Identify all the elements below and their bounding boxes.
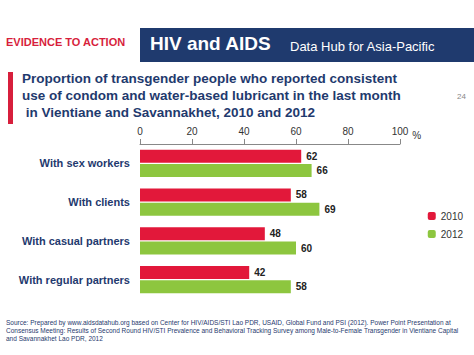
svg-text:With clients: With clients — [68, 196, 130, 208]
svg-text:Data Hub for Asia-Pacific: Data Hub for Asia-Pacific — [290, 39, 435, 54]
svg-text:69: 69 — [324, 204, 336, 215]
svg-text:48: 48 — [270, 228, 282, 239]
svg-text:With sex workers: With sex workers — [40, 157, 130, 169]
svg-text:58: 58 — [296, 189, 308, 200]
svg-text:20: 20 — [186, 126, 198, 137]
svg-text:62: 62 — [306, 151, 318, 162]
svg-text:66: 66 — [317, 165, 329, 176]
svg-text:24: 24 — [457, 92, 466, 101]
svg-text:%: % — [412, 130, 421, 141]
svg-text:2010: 2010 — [441, 211, 464, 222]
svg-text:100: 100 — [392, 126, 409, 137]
svg-text:use of condom and water-based: use of condom and water-based lubricant … — [22, 88, 401, 103]
svg-text:80: 80 — [342, 126, 354, 137]
svg-text:in Vientiane and Savannakhet,: in Vientiane and Savannakhet, 2010 and 2… — [22, 105, 315, 120]
svg-text:58: 58 — [296, 281, 308, 292]
svg-text:EVIDENCE TO ACTION: EVIDENCE TO ACTION — [6, 36, 125, 48]
svg-text:40: 40 — [238, 126, 250, 137]
svg-text:and Savannakhet Lao PDR, 2012: and Savannakhet Lao PDR, 2012 — [6, 335, 103, 342]
svg-text:60: 60 — [301, 243, 313, 254]
svg-text:60: 60 — [290, 126, 302, 137]
svg-text:With casual partners: With casual partners — [22, 235, 130, 247]
svg-text:Source: Prepared by www.aidsda: Source: Prepared by www.aidsdatahub.org … — [6, 319, 453, 327]
svg-text:With regular partners: With regular partners — [19, 274, 130, 286]
svg-text:42: 42 — [254, 267, 266, 278]
svg-text:2012: 2012 — [441, 229, 464, 240]
svg-text:0: 0 — [137, 126, 143, 137]
svg-text:Consensus Meeting: Results of: Consensus Meeting: Results of Second Rou… — [6, 327, 460, 335]
svg-text:HIV and AIDS: HIV and AIDS — [150, 33, 271, 54]
svg-text:Proportion of transgender peop: Proportion of transgender people who rep… — [22, 71, 401, 86]
